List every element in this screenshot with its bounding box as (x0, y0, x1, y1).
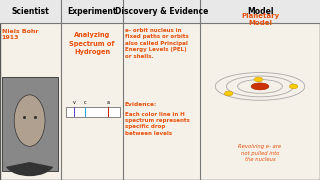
FancyBboxPatch shape (108, 107, 109, 117)
Text: Planetary
Model: Planetary Model (241, 13, 279, 26)
Text: a: a (107, 100, 110, 105)
Text: c: c (84, 100, 87, 105)
FancyBboxPatch shape (66, 107, 120, 117)
Text: Model: Model (247, 7, 273, 16)
Text: v: v (73, 100, 76, 105)
Text: Experiment: Experiment (67, 7, 117, 16)
Circle shape (290, 84, 298, 89)
Text: Each color line in H
spectrum represents
specific drop
between levels: Each color line in H spectrum represents… (125, 112, 189, 136)
FancyBboxPatch shape (74, 107, 75, 117)
Text: Evidence:: Evidence: (125, 102, 157, 107)
Circle shape (254, 77, 262, 82)
Text: Analyzing
Spectrum of
Hydrogen: Analyzing Spectrum of Hydrogen (69, 32, 115, 55)
Text: Discovery & Evidence: Discovery & Evidence (115, 7, 208, 16)
Ellipse shape (251, 83, 269, 90)
Text: Niels Bohr
1913: Niels Bohr 1913 (2, 29, 38, 40)
FancyBboxPatch shape (0, 0, 320, 23)
FancyBboxPatch shape (84, 107, 86, 117)
Circle shape (225, 91, 233, 96)
Text: e- orbit nucleus in
fixed paths or orbits
also called Principal
Energy Levels (P: e- orbit nucleus in fixed paths or orbit… (125, 28, 188, 58)
Text: Scientist: Scientist (12, 7, 49, 16)
Text: Revolving e- are
not pulled into
the nucleus: Revolving e- are not pulled into the nuc… (238, 144, 282, 162)
Wedge shape (6, 162, 53, 176)
FancyBboxPatch shape (2, 77, 58, 171)
Ellipse shape (14, 95, 45, 146)
